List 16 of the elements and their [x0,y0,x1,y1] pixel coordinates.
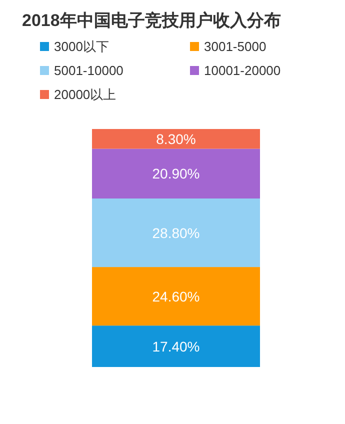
bar [92,148,260,198]
data-label: 17.40% [152,338,200,354]
data-label: 8.30% [156,130,196,147]
bar [92,198,260,268]
legend-label: 20000以上 [54,87,116,102]
legend-label: 3001-5000 [204,39,266,54]
data-label: 28.80% [152,224,200,241]
bar [92,267,260,326]
data-label: 24.60% [152,288,200,304]
chart-title: 2018年中国电子竞技用户收入分布 [22,11,281,30]
legend-label: 3000以下 [54,39,109,54]
data-label: 20.90% [152,166,200,182]
legend-label: 5001-10000 [54,63,124,78]
bar [92,129,260,149]
bar [92,326,260,367]
legend-label: 10001-20000 [204,63,281,78]
